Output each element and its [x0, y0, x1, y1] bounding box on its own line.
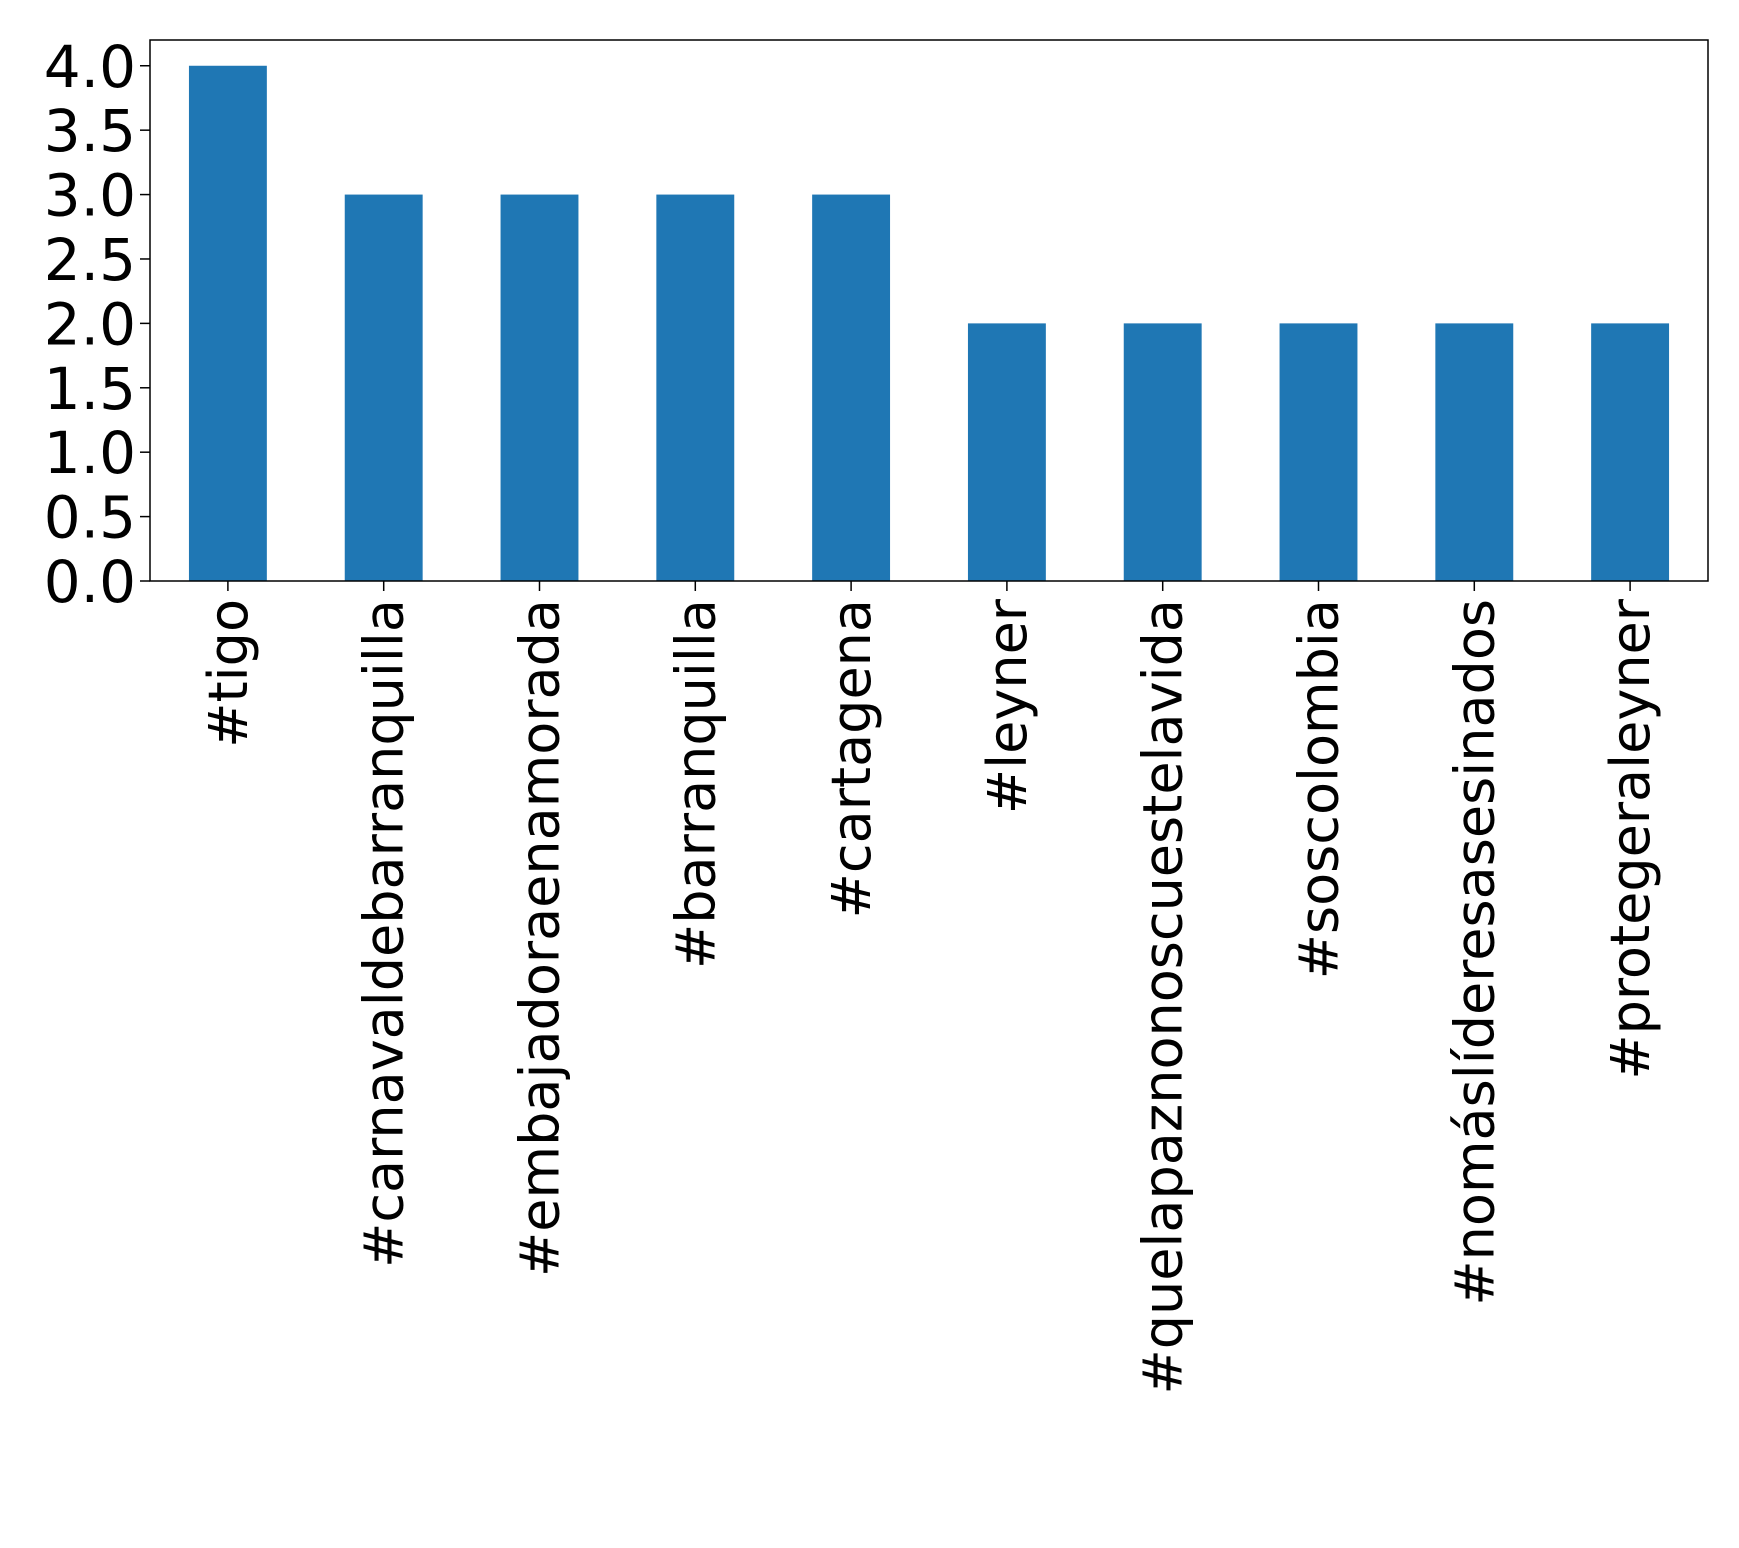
y-tick-label: 1.5 [44, 355, 136, 423]
y-axis: 0.00.51.01.52.02.53.03.54.0 [44, 33, 150, 616]
bar [1435, 323, 1514, 581]
bar [1123, 323, 1202, 581]
x-tick-label: #soscolombia [1288, 599, 1351, 979]
bar [344, 194, 423, 581]
y-tick-label: 0.0 [44, 548, 136, 616]
x-tick-label: #nomáslíderesasesinados [1443, 599, 1506, 1306]
bar [500, 194, 579, 581]
bar [656, 194, 735, 581]
x-tick-label: #embajadoraenamorada [509, 599, 572, 1277]
y-tick-label: 1.0 [44, 419, 136, 487]
bar [1591, 323, 1670, 581]
y-tick-label: 0.5 [44, 484, 136, 552]
x-tick-label: #cartagena [820, 599, 883, 918]
x-tick-label: #carnavaldebarranquilla [353, 599, 416, 1268]
y-tick-label: 3.0 [44, 162, 136, 230]
y-tick-label: 3.5 [44, 97, 136, 165]
y-tick-label: 4.0 [44, 33, 136, 101]
y-tick-label: 2.5 [44, 226, 136, 294]
x-tick-label: #leyner [976, 598, 1039, 814]
bars-group [188, 65, 1670, 581]
y-tick-label: 2.0 [44, 290, 136, 358]
bar [188, 65, 267, 581]
bar [1279, 323, 1358, 581]
bar [812, 194, 891, 581]
x-tick-label: #quelapaznonoscuestelavida [1132, 599, 1195, 1395]
x-tick-label: #barranquilla [664, 599, 727, 969]
x-tick-label: #protegeraleyner [1599, 598, 1662, 1079]
x-axis: #tigo #carnavaldebarranquilla #embajadorae… [197, 581, 1662, 1395]
bar [967, 323, 1046, 581]
x-tick-label: #tigo [197, 599, 260, 748]
plot-frame [149, 39, 1709, 582]
